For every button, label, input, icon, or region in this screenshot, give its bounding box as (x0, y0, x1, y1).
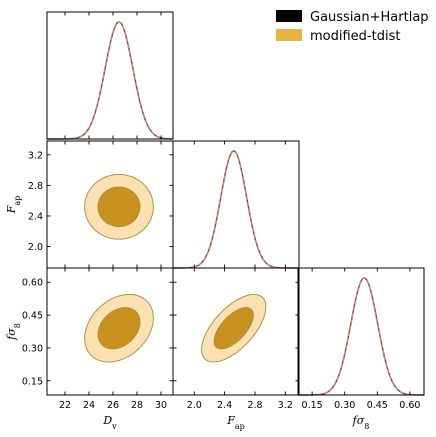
y-axis-label-fs8: fσ8 (5, 323, 22, 341)
x-tick-label: 28 (131, 400, 143, 411)
panel-frame (172, 140, 300, 269)
marginal-line-gaussian-hartlap (173, 150, 299, 269)
contour-panel-Fap-fs8 (201, 293, 267, 363)
y-tick-label: 0.30 (22, 343, 43, 354)
y-tick-label: 0.60 (22, 278, 43, 289)
marginal-panel-Dv (47, 21, 174, 140)
panel-frame (297, 267, 425, 396)
y-tick-label: 2.4 (28, 211, 43, 222)
x-tick-label: 0.30 (334, 400, 355, 411)
x-axis-label-fs8: fσ8 (352, 414, 370, 431)
x-tick-label: 2.8 (247, 400, 262, 411)
x-axis-label-Dv: Dv (102, 414, 117, 431)
x-tick-label: 2.0 (187, 400, 202, 411)
marginal-line-modified-tdist (47, 21, 174, 140)
x-tick-label: 0.45 (367, 400, 388, 411)
y-tick-label: 2.0 (28, 242, 43, 253)
x-tick-label: 30 (155, 400, 167, 411)
marginal-line-gaussian-hartlap (298, 277, 424, 396)
legend-label: modified-tdist (310, 29, 400, 44)
legend-swatch (276, 10, 302, 22)
y-tick-label: 0.15 (22, 376, 43, 387)
x-axis-label-Fap: Fap (226, 414, 245, 431)
x-tick-label: 26 (107, 400, 119, 411)
contour-panel-Dv-fs8 (84, 293, 154, 363)
contour-inner (97, 186, 141, 228)
x-tick-label: 0.15 (302, 400, 323, 411)
x-tick-label: 22 (59, 400, 71, 411)
x-tick-label: 0.60 (399, 400, 420, 411)
marginal-line-modified-tdist (173, 150, 299, 269)
y-axis-label-Fap: Fap (5, 196, 22, 215)
y-tick-label: 0.45 (22, 311, 43, 322)
legend: Gaussian+Hartlap modified-tdist (310, 10, 429, 44)
legend-label: Gaussian+Hartlap (310, 10, 429, 25)
contour-inner (213, 307, 254, 350)
marginal-line-modified-tdist (298, 277, 424, 396)
contour-inner (97, 307, 141, 350)
marginal-panel-Fap (173, 150, 299, 269)
legend-swatch (276, 29, 302, 41)
marginal-panel-fs8 (298, 277, 424, 396)
x-tick-label: 24 (83, 400, 95, 411)
y-tick-label: 3.2 (28, 150, 43, 161)
y-tick-label: 2.8 (28, 181, 43, 192)
marginal-line-gaussian-hartlap (47, 21, 174, 140)
contour-panel-Dv-Fap (84, 173, 154, 240)
x-tick-label: 2.4 (217, 400, 232, 411)
x-tick-label: 3.2 (278, 400, 293, 411)
panel-frame (172, 267, 300, 396)
panel-frame (46, 11, 174, 140)
